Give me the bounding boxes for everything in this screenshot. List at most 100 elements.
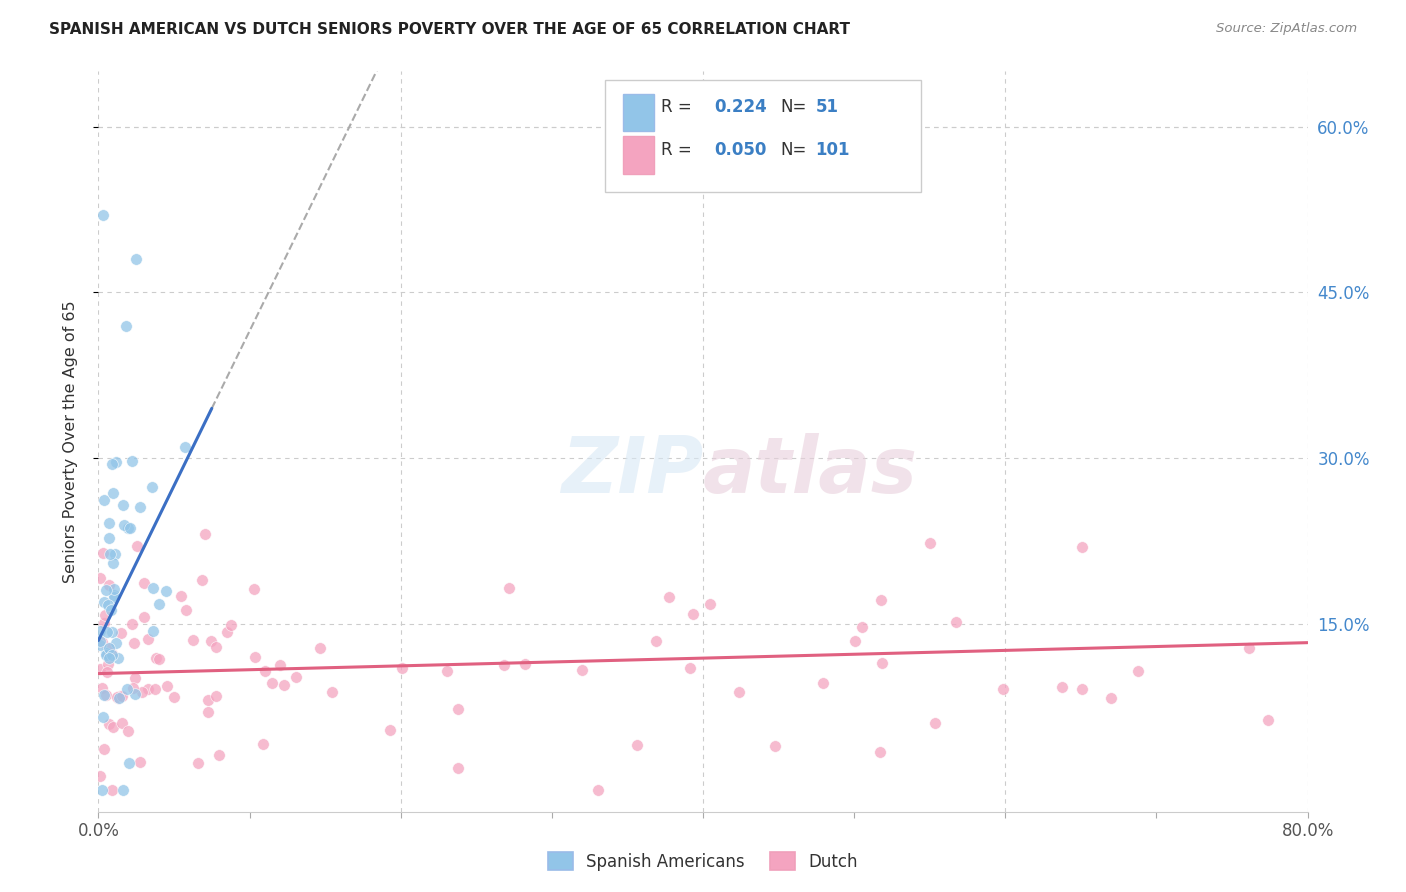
Point (97, 657, 120, 672)
Point (243, 649, 266, 664)
Point (107, 691, 129, 706)
Point (89, 633, 111, 648)
Point (108, 689, 131, 703)
Point (148, 652, 170, 666)
Text: 0.050: 0.050 (714, 141, 766, 159)
Point (183, 632, 205, 647)
Point (679, 661, 702, 675)
Point (112, 782, 135, 797)
Point (98, 641, 121, 656)
Point (101, 782, 124, 797)
Point (174, 603, 197, 617)
Point (104, 547, 127, 561)
Point (197, 705, 219, 719)
Point (1071, 540, 1094, 554)
Text: N=: N= (780, 98, 807, 116)
Point (260, 675, 283, 690)
Point (118, 756, 141, 770)
Point (187, 756, 209, 770)
Point (148, 597, 170, 611)
Point (124, 687, 146, 701)
Point (89, 571, 111, 585)
Point (107, 651, 129, 665)
Point (1237, 641, 1260, 656)
Point (97, 641, 120, 656)
Point (378, 723, 401, 737)
Point (273, 678, 295, 692)
Point (498, 581, 520, 595)
Point (1257, 713, 1279, 727)
Point (163, 690, 186, 704)
Point (136, 632, 159, 646)
Text: SPANISH AMERICAN VS DUTCH SENIORS POVERTY OVER THE AGE OF 65 CORRELATION CHART: SPANISH AMERICAN VS DUTCH SENIORS POVERT… (49, 22, 851, 37)
Point (121, 454, 143, 468)
Point (105, 690, 128, 704)
Point (103, 588, 125, 602)
Point (112, 518, 135, 533)
Point (93, 595, 115, 609)
Point (94, 608, 117, 623)
Point (813, 675, 835, 690)
Point (391, 661, 413, 675)
Point (96, 665, 118, 679)
Point (89, 624, 111, 639)
Point (93, 493, 115, 508)
Point (682, 607, 704, 622)
Point (101, 648, 124, 662)
Point (93, 741, 115, 756)
Point (200, 634, 222, 648)
Point (104, 455, 127, 469)
Point (97, 648, 120, 662)
Point (197, 693, 219, 707)
Point (90, 782, 112, 797)
Point (128, 756, 150, 770)
Point (94, 648, 117, 663)
Point (91, 710, 114, 724)
Point (626, 738, 648, 752)
Text: 51: 51 (815, 98, 838, 116)
Point (870, 656, 893, 670)
Point (111, 498, 134, 512)
Point (170, 589, 193, 603)
Point (645, 634, 668, 648)
Point (155, 583, 177, 598)
Point (658, 590, 681, 604)
Point (588, 782, 610, 797)
Point (128, 500, 150, 515)
Point (924, 716, 946, 731)
Point (111, 715, 134, 730)
Point (105, 636, 128, 650)
Text: Source: ZipAtlas.com: Source: ZipAtlas.com (1216, 22, 1357, 36)
Point (117, 723, 139, 738)
Point (447, 702, 470, 716)
Point (870, 593, 893, 607)
Point (121, 617, 143, 632)
Point (492, 658, 515, 673)
Point (243, 582, 266, 596)
Legend: Spanish Americans, Dutch: Spanish Americans, Dutch (541, 846, 865, 878)
Point (321, 685, 343, 699)
Point (101, 720, 124, 734)
Text: 101: 101 (815, 141, 851, 159)
Text: R =: R = (661, 141, 692, 159)
Point (699, 597, 721, 611)
Point (869, 745, 891, 759)
Text: atlas: atlas (703, 434, 918, 509)
Point (205, 689, 228, 703)
Point (93, 616, 115, 631)
Point (156, 679, 179, 693)
Point (94, 688, 117, 702)
Point (115, 681, 138, 696)
Point (134, 610, 156, 624)
Point (89, 661, 111, 675)
Point (91, 208, 114, 222)
Point (91, 546, 114, 560)
Point (100, 603, 122, 617)
Point (1071, 681, 1094, 696)
Point (1126, 664, 1149, 678)
Point (254, 665, 277, 679)
Text: 0.224: 0.224 (714, 98, 768, 116)
Point (208, 747, 231, 762)
Y-axis label: Seniors Poverty Over the Age of 65: Seniors Poverty Over the Age of 65 (63, 301, 77, 582)
Point (101, 457, 124, 471)
